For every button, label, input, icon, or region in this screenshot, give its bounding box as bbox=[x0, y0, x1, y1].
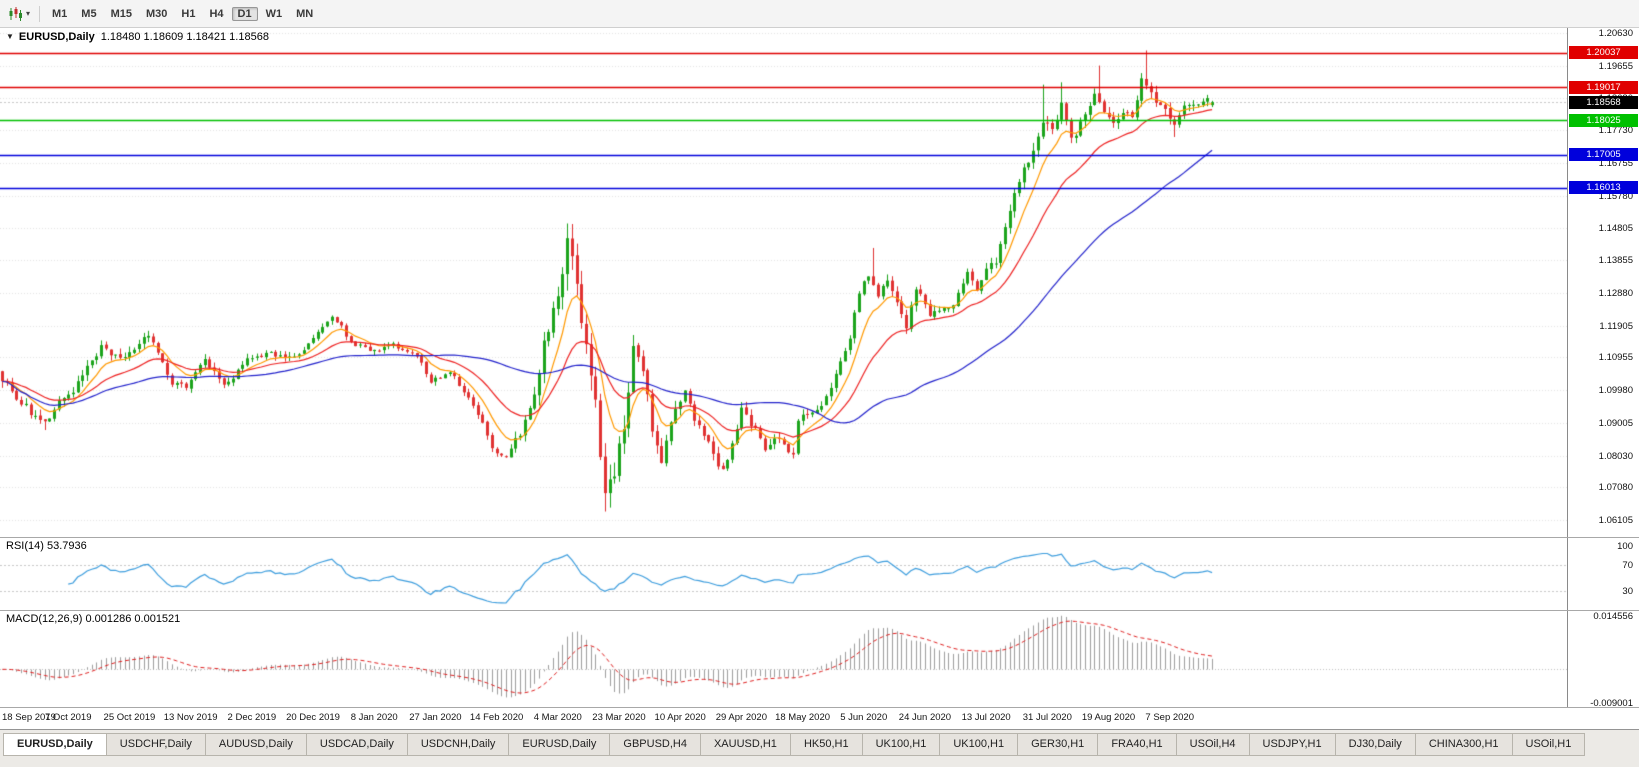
time-axis-label: 13 Nov 2019 bbox=[163, 712, 218, 723]
chart-tab-xauusd-h1[interactable]: XAUUSD,H1 bbox=[699, 733, 791, 756]
candlestick-chart-icon[interactable] bbox=[5, 4, 25, 24]
time-axis-label: 19 Aug 2020 bbox=[1081, 712, 1136, 723]
chart-tab-audusd-daily[interactable]: AUDUSD,Daily bbox=[204, 733, 307, 756]
price-axis-tick: 1.09005 bbox=[1598, 417, 1633, 429]
chart-tab-uk100-h1[interactable]: UK100,H1 bbox=[861, 733, 941, 756]
time-axis-border bbox=[0, 707, 1639, 708]
rsi-axis-tick: 30 bbox=[1622, 585, 1633, 597]
price-axis-tick: 1.09980 bbox=[1598, 385, 1633, 397]
rsi-label: RSI(14) 53.7936 bbox=[6, 540, 87, 552]
time-axis-label: 20 Dec 2019 bbox=[286, 712, 340, 723]
symbol-period-label: EURUSD,Daily bbox=[18, 31, 95, 43]
time-axis-label: 7 Oct 2019 bbox=[45, 712, 92, 723]
timeframe-button-m1[interactable]: M1 bbox=[52, 8, 68, 20]
chart-tab-usdjpy-h1[interactable]: USDJPY,H1 bbox=[1248, 733, 1336, 756]
current-price-tag: 1.18568 bbox=[1569, 95, 1638, 109]
macd-axis-tick: -0.009001 bbox=[1590, 697, 1633, 709]
toolbar-separator bbox=[39, 5, 41, 22]
chart-tab-china300-h1[interactable]: CHINA300,H1 bbox=[1414, 733, 1513, 756]
price-axis-tick: 1.13855 bbox=[1598, 255, 1633, 267]
price-axis-tick: 1.08030 bbox=[1598, 450, 1633, 462]
price-axis-tick: 1.15780 bbox=[1598, 190, 1633, 202]
price-line-tag[interactable]: 1.18025 bbox=[1569, 113, 1638, 127]
pane-splitter[interactable] bbox=[0, 537, 1639, 538]
time-axis-label: 24 Jun 2020 bbox=[898, 712, 952, 723]
chart-tab-eurusd-daily[interactable]: EURUSD,Daily bbox=[3, 733, 107, 756]
macd-indicator-canvas[interactable] bbox=[0, 611, 1567, 707]
timeframe-button-d1[interactable]: D1 bbox=[231, 7, 258, 21]
rsi-axis-tick: 70 bbox=[1622, 560, 1633, 571]
price-axis-tick: 1.20630 bbox=[1598, 28, 1633, 40]
price-axis-tick: 1.11905 bbox=[1599, 320, 1633, 332]
macd-label: MACD(12,26,9) 0.001286 0.001521 bbox=[6, 613, 181, 625]
timeframe-button-m15[interactable]: M15 bbox=[110, 8, 132, 20]
price-axis-tick: 1.19655 bbox=[1598, 60, 1633, 72]
price-axis-tick: 1.17730 bbox=[1598, 125, 1633, 137]
timeframe-button-m5[interactable]: M5 bbox=[81, 8, 97, 20]
price-axis-tick: 1.16755 bbox=[1598, 157, 1633, 169]
time-axis-label: 8 Jan 2020 bbox=[350, 712, 398, 723]
time-axis-label: 18 May 2020 bbox=[775, 712, 831, 723]
chart-tab-usdcad-daily[interactable]: USDCAD,Daily bbox=[305, 733, 408, 756]
price-axis[interactable]: 1.206301.196551.186801.177301.167551.157… bbox=[1567, 28, 1639, 709]
time-axis-label: 18 Sep 2019 bbox=[2, 712, 56, 723]
chart-tab-fra40-h1[interactable]: FRA40,H1 bbox=[1097, 733, 1177, 756]
chart-tabs-bar: EURUSD,Daily USDCHF,Daily AUDUSD,Daily USDC… bbox=[0, 729, 1639, 767]
price-axis-tick: 1.14805 bbox=[1598, 223, 1633, 235]
chart-tab-usoil-h4[interactable]: USOil,H4 bbox=[1175, 733, 1250, 756]
timeframe-button-m30[interactable]: M30 bbox=[145, 8, 168, 20]
time-axis[interactable]: 18 Sep 2019 7 Oct 2019 25 Oct 2019 13 Nov 2… bbox=[0, 708, 1639, 729]
timeframe-button-w1[interactable]: W1 bbox=[265, 8, 283, 20]
time-axis-label: 27 Jan 2020 bbox=[409, 712, 462, 723]
time-axis-label: 5 Jun 2020 bbox=[840, 712, 888, 723]
timeframe-toolbar: ▾ M1 M5 M15 M30 H1 H4 D1 W1 MN bbox=[0, 0, 1639, 28]
chart-tab-eurusd-daily[interactable]: EURUSD,Daily bbox=[508, 733, 611, 756]
ohlc-values: 1.18480 1.18609 1.18421 1.18568 bbox=[100, 31, 269, 43]
price-line-tag[interactable]: 1.19017 bbox=[1569, 80, 1638, 94]
chart-tab-usoil-h1[interactable]: USOil,H1 bbox=[1511, 733, 1586, 756]
pane-splitter[interactable] bbox=[0, 610, 1639, 611]
timeframe-button-h4[interactable]: H4 bbox=[209, 8, 224, 20]
price-line-tag[interactable]: 1.17005 bbox=[1569, 148, 1638, 162]
time-axis-label: 25 Oct 2019 bbox=[103, 712, 156, 723]
rsi-indicator-canvas[interactable] bbox=[0, 538, 1567, 610]
time-axis-label: 31 Jul 2020 bbox=[1022, 712, 1072, 723]
chart-tab-gbpusd-h4[interactable]: GBPUSD,H4 bbox=[609, 733, 701, 756]
price-axis-tick: 1.12880 bbox=[1598, 287, 1633, 299]
chart-area: ▼ EURUSD,Daily 1.18480 1.18609 1.18421 1.1… bbox=[0, 28, 1639, 729]
time-axis-label: 4 Mar 2020 bbox=[533, 712, 582, 723]
timeframe-button-h1[interactable]: H1 bbox=[181, 8, 196, 20]
price-axis-tick: 1.10955 bbox=[1598, 352, 1633, 364]
time-axis-label: 2 Dec 2019 bbox=[227, 712, 277, 723]
price-line-tag[interactable]: 1.20037 bbox=[1569, 46, 1638, 60]
main-chart-canvas[interactable] bbox=[0, 28, 1567, 537]
price-axis-tick: 1.06105 bbox=[1598, 515, 1633, 527]
chart-tab-ger30-h1[interactable]: GER30,H1 bbox=[1017, 733, 1099, 756]
time-axis-label: 29 Apr 2020 bbox=[715, 712, 767, 723]
time-axis-label: 23 Mar 2020 bbox=[592, 712, 646, 723]
chart-tab-dj30-daily[interactable]: DJ30,Daily bbox=[1334, 733, 1416, 756]
collapse-arrow-icon[interactable]: ▼ bbox=[6, 32, 14, 41]
time-axis-label: 10 Apr 2020 bbox=[654, 712, 706, 723]
timeframe-button-mn[interactable]: MN bbox=[296, 8, 314, 20]
chevron-down-icon[interactable]: ▾ bbox=[26, 9, 31, 18]
price-axis-tick: 1.07080 bbox=[1598, 482, 1633, 494]
time-axis-label: 14 Feb 2020 bbox=[469, 712, 524, 723]
chart-tab-hk50-h1[interactable]: HK50,H1 bbox=[789, 733, 863, 756]
chart-tab-usdcnh-daily[interactable]: USDCNH,Daily bbox=[406, 733, 510, 756]
price-line-tag[interactable]: 1.16013 bbox=[1569, 181, 1638, 195]
time-axis-label: 13 Jul 2020 bbox=[961, 712, 1011, 723]
timeframe-buttons-group: M1 M5 M15 M30 H1 H4 D1 W1 MN bbox=[45, 4, 320, 23]
chart-tab-usdchf-daily[interactable]: USDCHF,Daily bbox=[105, 733, 206, 756]
time-axis-label: 7 Sep 2020 bbox=[1145, 712, 1195, 723]
chart-tab-uk100-h1[interactable]: UK100,H1 bbox=[939, 733, 1019, 756]
macd-axis-tick: 0.014556 bbox=[1593, 610, 1633, 622]
rsi-axis-tick: 100 bbox=[1617, 540, 1633, 552]
chart-ohlc-label: ▼ EURUSD,Daily 1.18480 1.18609 1.18421 1.1… bbox=[6, 31, 269, 43]
